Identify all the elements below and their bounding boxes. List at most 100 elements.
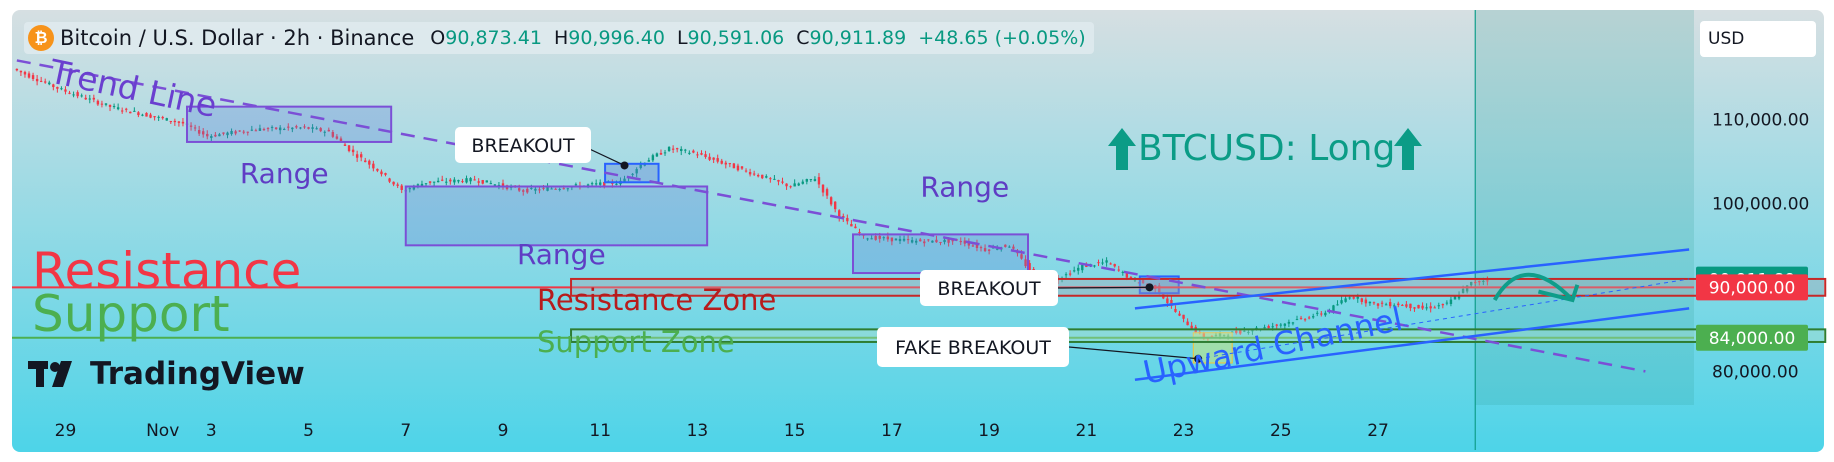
candle-body — [189, 125, 193, 127]
candle-body — [1222, 334, 1226, 336]
candle-body — [724, 162, 727, 165]
candle-body — [1235, 330, 1238, 333]
candle-body — [453, 179, 456, 183]
candle-body — [295, 126, 298, 128]
symbol-header[interactable]: ₿ Bitcoin / U.S. Dollar · 2h · Binance O… — [24, 22, 1094, 54]
range-box-3 — [852, 233, 1030, 275]
candle-body — [283, 128, 286, 130]
candle-body — [947, 239, 950, 243]
candle-body — [1072, 270, 1076, 272]
long-up-arrow-icon-right — [1394, 128, 1422, 170]
x-tick-label-5: 7 — [400, 421, 411, 441]
candle-body — [449, 179, 452, 182]
x-tick-label-6: 9 — [498, 421, 509, 441]
tradingview-logo[interactable]: TradingView — [28, 356, 305, 392]
candle-body — [343, 144, 347, 146]
candle-body — [120, 110, 124, 112]
candle-body — [412, 186, 416, 190]
channel-mid-dashed — [1198, 278, 1690, 360]
currency-selector[interactable]: USD — [1700, 21, 1816, 57]
candle-body — [246, 131, 249, 133]
candle-body — [1437, 305, 1440, 307]
candle-body — [230, 130, 233, 135]
candle-body — [1182, 314, 1185, 319]
candle-body — [599, 182, 602, 185]
candle-body — [963, 240, 967, 244]
callout-box-3 — [877, 327, 1069, 367]
candle-body — [752, 173, 756, 175]
candle-body — [501, 183, 505, 187]
candle-body — [574, 184, 578, 186]
candle-body — [996, 248, 999, 250]
candle-body — [1263, 327, 1266, 329]
candle-body — [181, 121, 185, 124]
candle-body — [1360, 298, 1364, 302]
candle-body — [1283, 323, 1287, 326]
candle-body — [432, 181, 436, 183]
y-tick-label-2: 100,000.00 — [1712, 194, 1809, 214]
candle-body — [372, 163, 375, 169]
candle-body — [1486, 280, 1489, 282]
candle-body — [882, 237, 885, 239]
candle-body — [153, 116, 156, 118]
candle-body — [1097, 262, 1100, 264]
callout-label-1: BREAKOUT — [471, 135, 575, 157]
callout-label-3: FAKE BREAKOUT — [895, 337, 1051, 359]
candle-body — [1482, 280, 1485, 282]
candle-body — [165, 118, 168, 121]
candle-body — [821, 184, 825, 193]
candle-body — [777, 180, 780, 182]
x-tick-label-9: 15 — [784, 421, 806, 441]
candle-body — [1024, 259, 1027, 267]
trend-line — [16, 59, 1646, 373]
candle-body — [485, 180, 488, 183]
candle-body — [1320, 313, 1323, 315]
candle-body — [1348, 297, 1351, 299]
candle-body — [1129, 276, 1133, 278]
candle-body — [655, 153, 659, 157]
candle-body — [1388, 302, 1392, 307]
candle-body — [1425, 307, 1428, 309]
candle-body — [347, 145, 351, 152]
candle-body — [169, 121, 173, 123]
candle-body — [1312, 316, 1315, 318]
symbol-title: Bitcoin / U.S. Dollar · 2h · Binance — [60, 26, 415, 50]
candle-body — [1449, 299, 1453, 305]
candle-body — [1008, 246, 1011, 248]
candle-body — [88, 98, 91, 100]
candle-body — [149, 114, 152, 118]
candle-body — [1109, 263, 1112, 265]
candle-body — [1433, 307, 1436, 309]
support-label: Support — [32, 285, 230, 343]
ohlc-change: +48.65 (+0.05%) — [918, 27, 1086, 49]
candle-body — [1202, 333, 1206, 339]
candle-body — [1239, 330, 1242, 334]
candle-body — [48, 82, 51, 85]
candle-body — [1340, 300, 1343, 304]
candle-body — [303, 126, 306, 128]
price-label-2: 90,000.00 — [1709, 278, 1796, 298]
candle-body — [526, 188, 529, 193]
candle-body — [1445, 302, 1449, 304]
candle-body — [1344, 298, 1347, 302]
candle-body — [416, 184, 420, 186]
candle-body — [380, 171, 383, 175]
candle-body — [254, 130, 258, 132]
candle-body — [789, 186, 792, 188]
candle-body — [566, 188, 570, 190]
candle-body — [651, 155, 655, 161]
candle-body — [1178, 313, 1181, 316]
resistance-zone-label: Resistance Zone — [537, 283, 776, 317]
candle-body — [1405, 304, 1408, 307]
candle-body — [927, 239, 930, 241]
candle-body — [1364, 299, 1368, 304]
candle-body — [311, 127, 314, 129]
callout-label-2: BREAKOUT — [937, 278, 1041, 300]
candle-body — [100, 103, 104, 105]
candle-body — [1421, 305, 1424, 309]
candle-body — [1267, 325, 1270, 329]
candle-body — [315, 128, 318, 130]
candle-body — [1376, 303, 1380, 306]
candle-body — [769, 178, 772, 180]
